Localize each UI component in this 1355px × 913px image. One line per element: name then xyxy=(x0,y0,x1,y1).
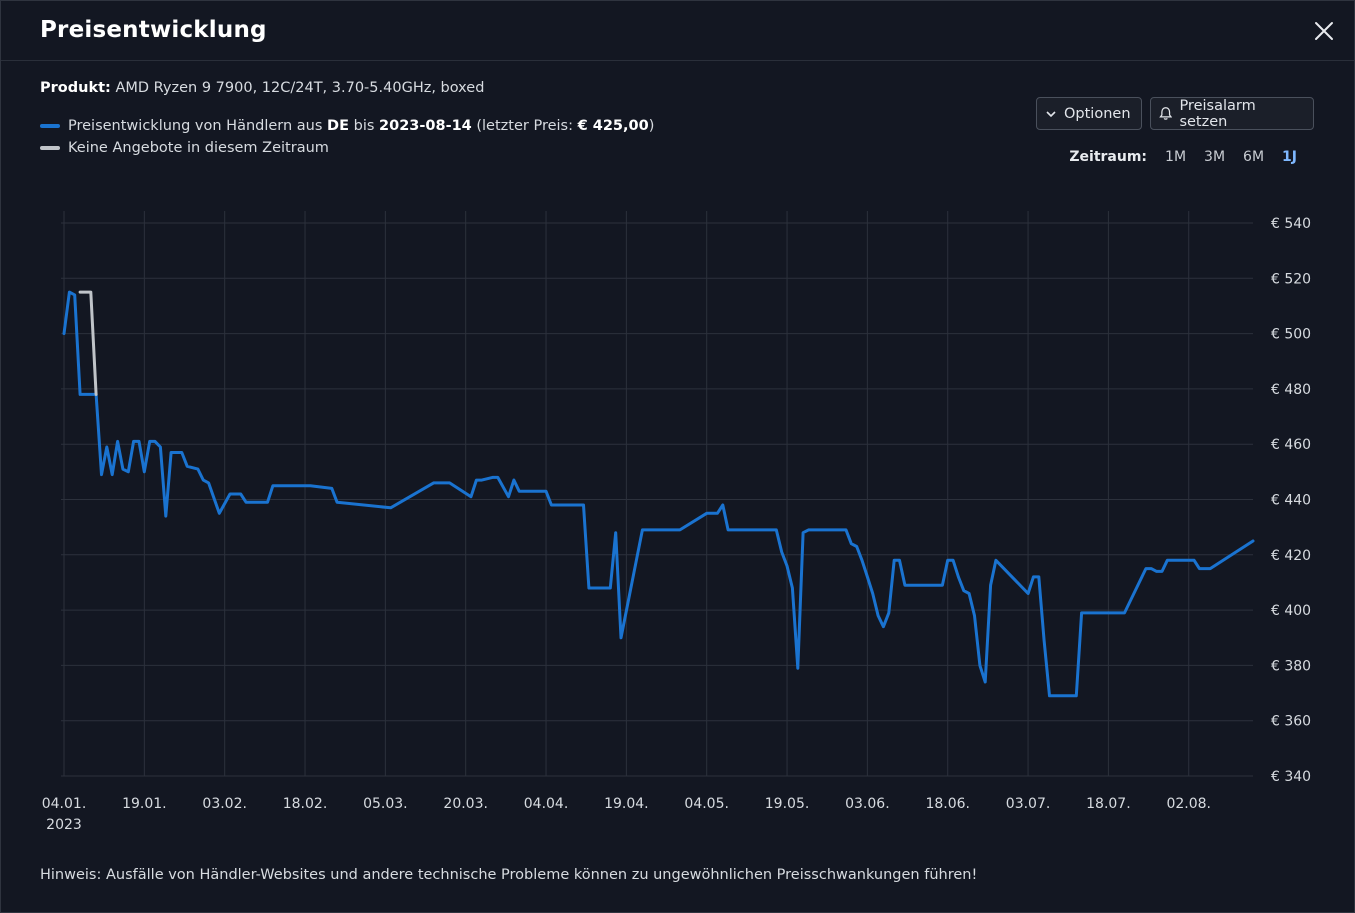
x-tick-label: 02.08. xyxy=(1166,796,1211,812)
chevron-down-icon xyxy=(1046,110,1056,117)
x-tick-label: 04.01. xyxy=(42,796,87,812)
legend-middle: bis xyxy=(349,118,380,134)
x-tick-label: 19.05. xyxy=(765,796,810,812)
price-alarm-button[interactable]: Preisalarm setzen xyxy=(1150,97,1314,130)
x-tick-label: 04.05. xyxy=(684,796,729,812)
price-chart: € 340 € 360 € 380 € 400 € 420 € 440 € 460 € 480… xyxy=(42,211,1311,833)
timeframe-3m[interactable]: 3M xyxy=(1204,149,1226,165)
price-line xyxy=(62,290,1255,698)
product-name: AMD Ryzen 9 7900, 12C/24T, 3.70-5.40GHz,… xyxy=(115,80,485,96)
x-tick-label: 05.03. xyxy=(363,796,408,812)
legend-no-offers: Keine Angebote in diesem Zeitraum xyxy=(40,140,329,156)
options-button[interactable]: Optionen xyxy=(1036,97,1142,130)
legend-prices: Preisentwicklung von Händlern aus DE bis… xyxy=(40,118,654,134)
x-tick-label: 19.01. xyxy=(122,796,167,812)
timeframe-6m[interactable]: 6M xyxy=(1243,149,1265,165)
legend-last-price: € 425,00 xyxy=(577,118,649,134)
x-tick-label: 19.04. xyxy=(604,796,649,812)
timeframe-label: Zeitraum: xyxy=(1069,149,1148,165)
y-tick-label: € 340 xyxy=(1271,769,1311,785)
x-tick-label: 20.03. xyxy=(443,796,488,812)
y-tick-label: € 440 xyxy=(1271,493,1311,509)
timeframe-selector: Zeitraum: 1M 3M 6M 1J xyxy=(1069,149,1307,165)
close-icon[interactable] xyxy=(1312,19,1336,43)
x-year-label: 2023 xyxy=(46,817,82,833)
y-tick-label: € 480 xyxy=(1271,382,1311,398)
y-tick-label: € 540 xyxy=(1271,216,1311,232)
x-tick-label: 04.04. xyxy=(524,796,569,812)
legend-suffix: ) xyxy=(648,118,655,134)
product-info: Produkt: AMD Ryzen 9 7900, 12C/24T, 3.70… xyxy=(40,80,484,96)
y-tick-label: € 460 xyxy=(1271,437,1311,453)
price-alarm-label: Preisalarm setzen xyxy=(1179,97,1256,130)
x-tick-label: 03.02. xyxy=(202,796,247,812)
bell-icon xyxy=(1159,107,1173,120)
legend-no-offers-label: Keine Angebote in diesem Zeitraum xyxy=(68,140,329,156)
legend-no-offers-swatch xyxy=(40,146,60,150)
dialog-title: Preisentwicklung xyxy=(40,17,267,43)
x-tick-label: 18.07. xyxy=(1086,796,1131,812)
legend-country: DE xyxy=(327,118,349,134)
timeframe-1j[interactable]: 1J xyxy=(1282,149,1297,165)
legend-prices-swatch xyxy=(40,124,60,128)
y-tick-label: € 400 xyxy=(1271,603,1311,619)
x-tick-label: 18.06. xyxy=(925,796,970,812)
no-offers-line xyxy=(78,290,98,396)
legend-price-prefix: (letzter Preis: xyxy=(471,118,578,134)
y-tick-label: € 360 xyxy=(1271,714,1311,730)
dialog-header: Preisentwicklung xyxy=(1,1,1354,61)
y-tick-label: € 520 xyxy=(1271,271,1311,287)
hint-text: Hinweis: Ausfälle von Händler-Websites u… xyxy=(40,867,978,883)
options-label: Optionen xyxy=(1064,105,1131,122)
product-label: Produkt: xyxy=(40,80,111,96)
y-tick-label: € 500 xyxy=(1271,327,1311,343)
legend-prices-prefix: Preisentwicklung von Händlern aus xyxy=(68,118,328,134)
legend-date: 2023-08-14 xyxy=(379,118,472,134)
x-tick-label: 03.07. xyxy=(1006,796,1051,812)
timeframe-1m[interactable]: 1M xyxy=(1165,149,1187,165)
x-tick-label: 03.06. xyxy=(845,796,890,812)
y-tick-label: € 420 xyxy=(1271,548,1311,564)
x-tick-label: 18.02. xyxy=(283,796,328,812)
y-tick-label: € 380 xyxy=(1271,658,1311,674)
